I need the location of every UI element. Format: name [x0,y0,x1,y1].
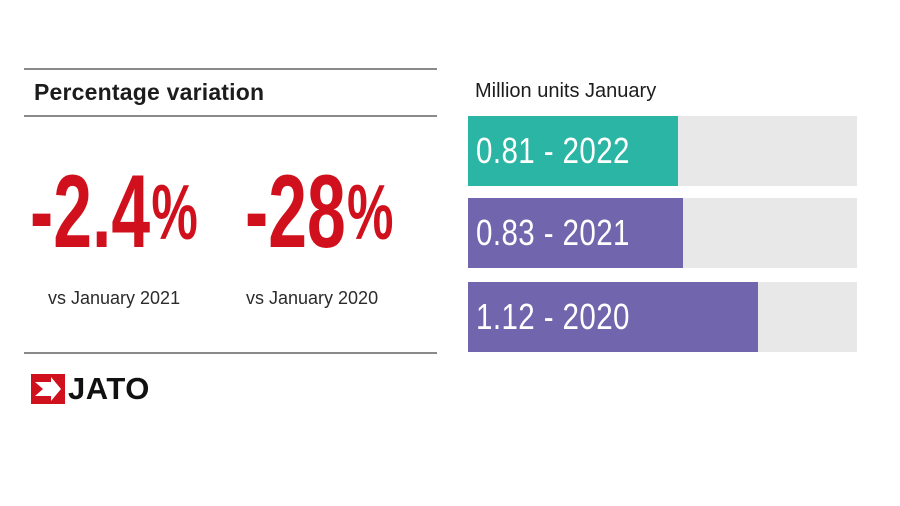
jato-arrow-icon [31,374,65,404]
jato-logo: JATO [31,371,150,407]
bottom-divider [24,352,437,354]
jato-wordmark: JATO [68,371,150,406]
stat-unit: % [347,168,394,256]
bar-track-2022: 0.81 - 2022 [468,116,857,186]
stat-number: -28 [245,154,346,270]
percentage-variation-title: Percentage variation [34,79,265,105]
stat-value-2021: -2.4% [30,150,198,275]
stat-caption-2021: vs January 2021 [48,288,181,308]
bar-2021 [468,198,683,268]
stat-caption-2020: vs January 2020 [246,288,379,308]
bar-label-2020: 1.12 - 2020 [476,296,630,337]
bar-track-2021: 0.83 - 2021 [468,198,857,268]
bar-track-2020: 1.12 - 2020 [468,282,857,352]
bar-label-2021: 0.83 - 2021 [476,212,630,253]
stat-value-2020: -28% [245,150,394,275]
stat-number: -2.4 [30,154,151,270]
top-divider [24,68,437,70]
bar-label-2022: 0.81 - 2022 [476,130,630,171]
chart-title: Million units January [475,80,657,102]
stat-unit: % [151,168,198,256]
bar-2020 [468,282,758,352]
bar-2022 [468,116,678,186]
title-divider [24,115,437,117]
